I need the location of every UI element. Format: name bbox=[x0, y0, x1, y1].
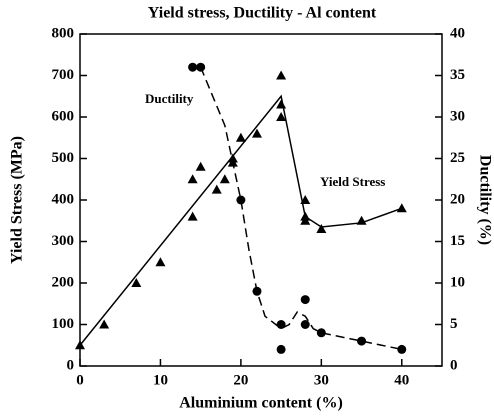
plot-frame bbox=[79, 33, 443, 367]
y2-tick-label: 5 bbox=[450, 316, 458, 332]
triangle-point bbox=[276, 99, 287, 109]
triangle-point bbox=[276, 70, 287, 80]
x-tick-label: 0 bbox=[76, 372, 84, 388]
y-tick-label: 100 bbox=[52, 316, 75, 332]
triangle-point bbox=[131, 278, 142, 287]
x-tick-label: 20 bbox=[233, 372, 248, 388]
y-tick-label: 0 bbox=[67, 357, 75, 373]
circle-point bbox=[357, 336, 367, 346]
triangle-point bbox=[300, 195, 311, 204]
y-tick-label: 400 bbox=[52, 191, 75, 207]
circle-point bbox=[276, 344, 286, 354]
triangle-point bbox=[211, 184, 222, 194]
y-tick-label: 500 bbox=[52, 150, 75, 166]
triangle-point bbox=[235, 132, 246, 142]
y-tick-label: 300 bbox=[52, 233, 75, 249]
chart-title: Yield stress, Ductility - Al content bbox=[148, 5, 377, 22]
circle-point bbox=[252, 286, 262, 296]
triangle-point bbox=[187, 211, 198, 221]
y-tick-label: 600 bbox=[52, 108, 75, 124]
triangle-point bbox=[276, 112, 287, 121]
fit-line bbox=[199, 66, 402, 351]
circle-point bbox=[300, 320, 310, 329]
triangle-point bbox=[251, 128, 262, 138]
triangle-point bbox=[99, 319, 110, 329]
x-tick-label: 10 bbox=[153, 372, 168, 388]
triangle-point bbox=[396, 203, 407, 213]
triangle-point bbox=[227, 153, 238, 163]
triangle-point bbox=[195, 161, 206, 171]
triangle-point bbox=[300, 215, 311, 225]
y-tick-label: 700 bbox=[52, 67, 75, 83]
x-tick-label: 30 bbox=[314, 372, 329, 388]
circle-point bbox=[316, 328, 326, 338]
circle-point bbox=[236, 195, 246, 205]
y2-tick-label: 35 bbox=[450, 67, 465, 83]
series-annotation: Yield Stress bbox=[320, 174, 385, 189]
circle-point bbox=[188, 62, 198, 72]
y2-tick-label: 40 bbox=[450, 25, 465, 41]
triangle-point bbox=[316, 224, 327, 234]
y2-tick-label: 20 bbox=[450, 191, 465, 207]
triangle-point bbox=[155, 257, 166, 267]
y2-tick-label: 25 bbox=[450, 150, 465, 166]
y2-tick-label: 30 bbox=[450, 108, 465, 124]
y-axis-title: Yield Stress (MPa) bbox=[9, 136, 26, 264]
y-tick-label: 200 bbox=[52, 274, 75, 290]
x-tick-label: 40 bbox=[394, 372, 409, 388]
y2-tick-label: 0 bbox=[450, 357, 458, 373]
triangle-point bbox=[75, 340, 85, 350]
circle-point bbox=[397, 344, 407, 354]
triangle-point bbox=[356, 215, 367, 225]
series-annotation: Ductility bbox=[145, 91, 194, 106]
y2-tick-label: 15 bbox=[450, 233, 465, 249]
y2-axis-title: Ductility (%) bbox=[476, 155, 493, 245]
triangle-point bbox=[187, 174, 198, 184]
circle-point bbox=[276, 320, 286, 329]
circle-point bbox=[196, 62, 206, 72]
circle-point bbox=[300, 295, 310, 305]
x-axis-title: Aluminium content (%) bbox=[179, 395, 343, 412]
triangle-point bbox=[219, 174, 230, 184]
fit-line bbox=[79, 94, 403, 346]
y2-tick-label: 10 bbox=[450, 274, 465, 290]
y-tick-label: 800 bbox=[52, 25, 75, 41]
